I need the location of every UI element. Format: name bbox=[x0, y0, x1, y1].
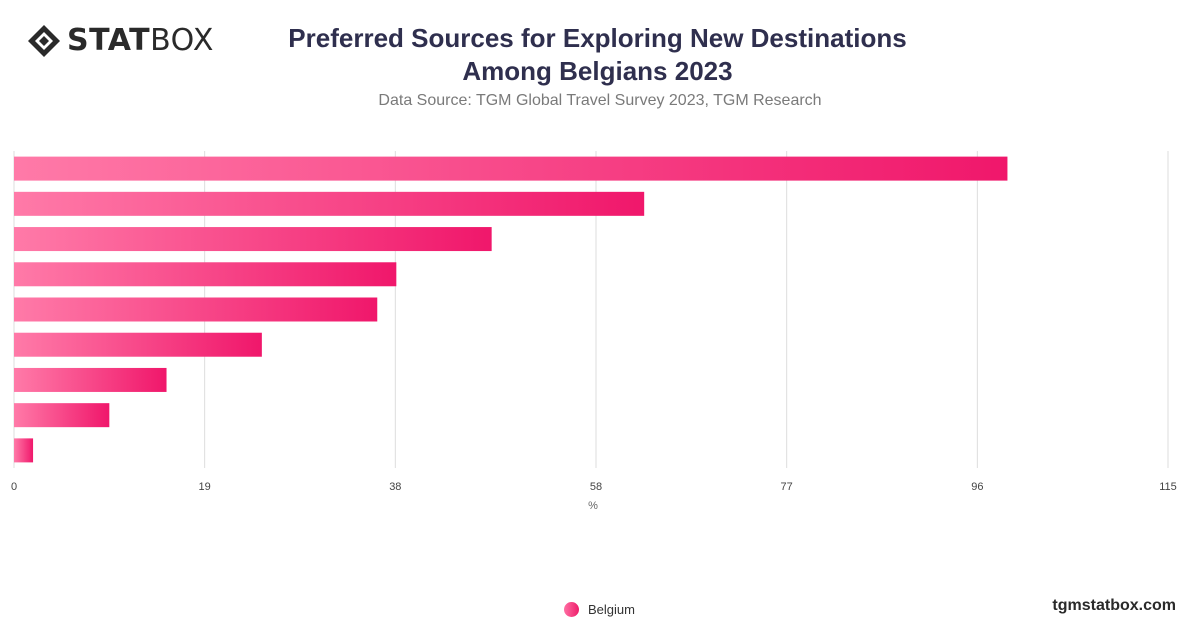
bar-belgium-9[interactable] bbox=[14, 438, 34, 463]
logo-light-text: BOX bbox=[150, 23, 214, 58]
legend-label-belgium: Belgium bbox=[588, 602, 635, 617]
chart-legend[interactable]: Belgium bbox=[564, 602, 635, 617]
x-tick-label: 19 bbox=[199, 481, 211, 493]
bar-belgium-2[interactable] bbox=[14, 191, 645, 216]
x-axis-label: % bbox=[588, 500, 598, 512]
x-tick-label: 96 bbox=[971, 481, 983, 493]
x-tick-label: 0 bbox=[11, 481, 17, 493]
legend-swatch-belgium bbox=[564, 602, 579, 617]
chart-title: Preferred Sources for Exploring New Dest… bbox=[200, 22, 995, 88]
bars bbox=[14, 156, 1008, 463]
x-tick-label: 77 bbox=[781, 481, 793, 493]
bar-belgium-5[interactable] bbox=[14, 297, 378, 322]
x-tick-label: 115 bbox=[1159, 481, 1177, 493]
bar-belgium-6[interactable] bbox=[14, 332, 262, 357]
footer-url: tgmstatbox.com bbox=[1052, 597, 1176, 614]
bar-belgium-4[interactable] bbox=[14, 262, 397, 287]
diamond-logo-icon bbox=[28, 25, 60, 57]
bar-belgium-8[interactable] bbox=[14, 403, 110, 428]
x-tick-label: 38 bbox=[389, 481, 401, 493]
logo-wordmark: STATBOX bbox=[67, 23, 214, 59]
chart-subtitle: Data Source: TGM Global Travel Survey 20… bbox=[378, 92, 822, 109]
bar-belgium-1[interactable] bbox=[14, 156, 1008, 181]
x-tick-label: 58 bbox=[590, 481, 602, 493]
statbox-logo: STATBOX bbox=[26, 22, 214, 60]
bar-belgium-3[interactable] bbox=[14, 227, 492, 252]
logo-strong-text: STAT bbox=[67, 23, 151, 58]
chart-title-line2: Among Belgians 2023 bbox=[462, 56, 733, 86]
chart-title-line1: Preferred Sources for Exploring New Dest… bbox=[288, 23, 907, 53]
bar-belgium-7[interactable] bbox=[14, 367, 167, 392]
x-axis-ticks: 0 19 38 58 77 96 115 bbox=[11, 481, 1177, 493]
